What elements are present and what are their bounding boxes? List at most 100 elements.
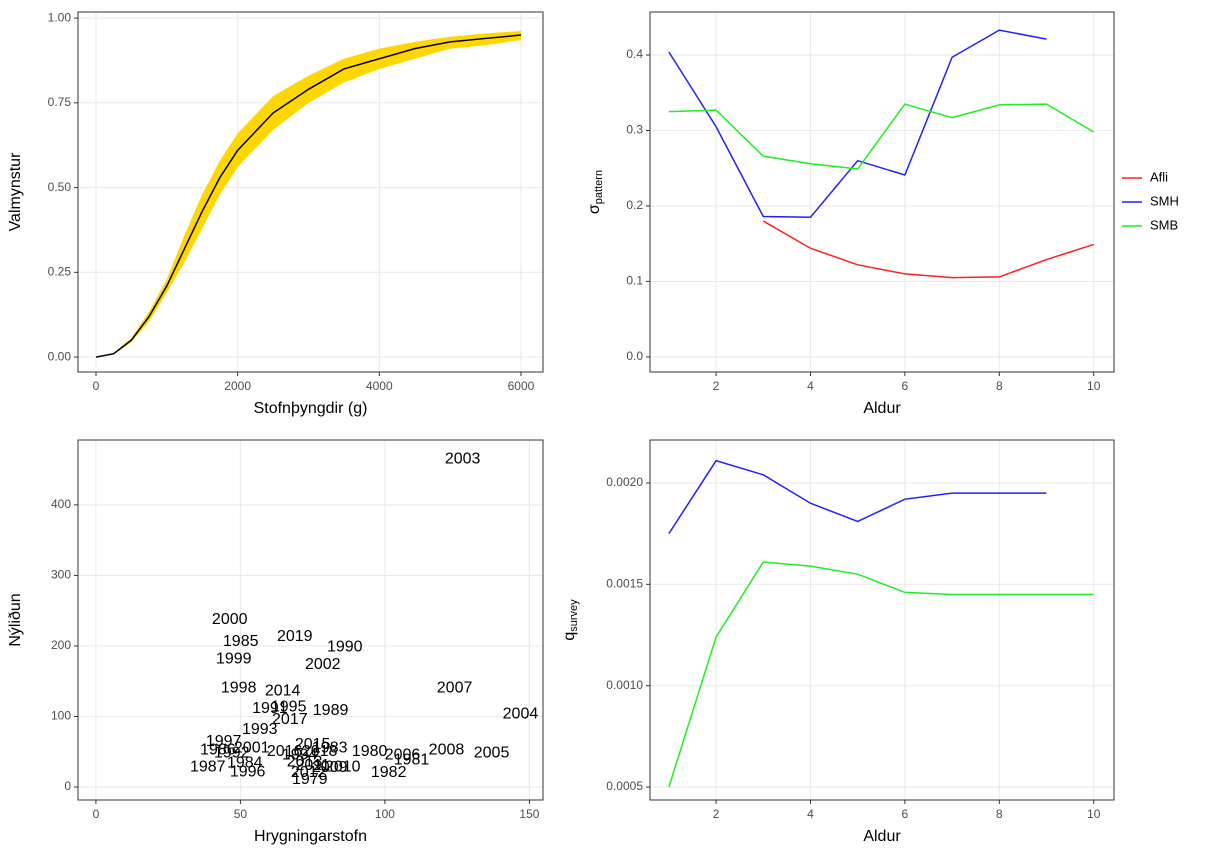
x-tick-label: 2000 <box>224 379 251 393</box>
panel-border <box>77 439 544 801</box>
point-label: 1992 <box>214 744 250 761</box>
confidence-band <box>95 30 521 358</box>
point-label: 1995 <box>271 699 307 716</box>
y-axis-title: σpattern <box>586 170 605 214</box>
point-label: 1980 <box>352 743 388 760</box>
point-label: 1984 <box>227 754 263 771</box>
y-tick-label: 100 <box>51 709 71 723</box>
panel-background <box>650 12 1114 372</box>
legend-label: SMH <box>1150 193 1179 208</box>
y-tick-label: 0.25 <box>48 265 72 279</box>
point-label: 1998 <box>221 679 257 696</box>
x-axis-title: Hrygningarstofn <box>254 828 367 845</box>
point-label: 2015 <box>295 736 331 753</box>
y-axis-title-main: Nýliðun <box>7 593 24 646</box>
x-axis-title: Aldur <box>863 400 901 417</box>
point-label: 2002 <box>305 656 341 673</box>
point-label: 2007 <box>437 679 473 696</box>
y-tick-label: 400 <box>51 497 71 511</box>
point-label: 1999 <box>216 651 252 668</box>
x-tick-label: 6 <box>902 379 909 393</box>
series-line <box>668 29 1047 219</box>
y-axis-title-sub: survey <box>568 599 580 632</box>
panel-border <box>649 439 1115 801</box>
panel-background <box>650 440 1114 800</box>
point-label: 1996 <box>230 763 266 780</box>
x-tick-label: 4000 <box>366 379 393 393</box>
point-label: 1997 <box>206 733 242 750</box>
x-tick-label: 100 <box>375 807 395 821</box>
x-tick-label: 0 <box>93 807 100 821</box>
x-tick-label: 2 <box>713 807 720 821</box>
series-line <box>668 103 1095 170</box>
point-label: 2009 <box>312 759 348 776</box>
point-label: 2006 <box>385 747 421 764</box>
y-tick-label: 0.0 <box>626 349 643 363</box>
point-label: 1990 <box>327 639 363 656</box>
panel-background <box>78 440 543 800</box>
point-label: 1981 <box>394 751 430 768</box>
point-label: 2016 <box>267 743 303 760</box>
y-axis-title-main: σ <box>586 204 603 214</box>
x-tick-label: 4 <box>807 807 814 821</box>
point-label: 2010 <box>325 758 361 775</box>
point-label: 2012 <box>291 764 327 781</box>
point-label: 2000 <box>212 611 248 628</box>
x-tick-label: 8 <box>996 379 1003 393</box>
point-label: 1985 <box>223 633 259 650</box>
y-tick-label: 0.2 <box>626 198 643 212</box>
point-label: 1986 <box>200 742 236 759</box>
point-label: 2005 <box>474 744 510 761</box>
x-tick-label: 50 <box>234 807 248 821</box>
point-label: 2008 <box>429 742 465 759</box>
y-axis-title-sub: pattern <box>593 170 605 204</box>
x-tick-label: 10 <box>1087 379 1101 393</box>
y-axis-title: Valmynstur <box>7 152 24 232</box>
point-label: 1979 <box>292 771 328 788</box>
point-label: 1982 <box>371 764 407 781</box>
legend-label: SMB <box>1150 217 1178 232</box>
point-label: 2019 <box>277 628 313 645</box>
y-axis-title-main: q <box>561 632 578 641</box>
point-label: 2014 <box>265 682 301 699</box>
x-tick-label: 6 <box>902 807 909 821</box>
y-tick-label: 0.3 <box>626 123 643 137</box>
x-axis-title: Stofnþyngdir (g) <box>254 400 368 417</box>
x-tick-label: 8 <box>996 807 1003 821</box>
y-tick-label: 0.50 <box>48 180 72 194</box>
y-tick-label: 0.0015 <box>606 576 643 590</box>
y-tick-label: 0.0005 <box>606 779 643 793</box>
y-tick-label: 200 <box>51 638 71 652</box>
x-tick-label: 10 <box>1087 807 1101 821</box>
y-tick-label: 0.75 <box>48 95 72 109</box>
x-tick-label: 2 <box>713 379 720 393</box>
y-tick-label: 0 <box>64 779 71 793</box>
y-tick-label: 0.0010 <box>606 678 643 692</box>
y-tick-label: 300 <box>51 568 71 582</box>
point-label: 2013 <box>287 754 323 771</box>
y-tick-label: 1.00 <box>48 10 72 24</box>
point-label: 2017 <box>272 711 308 728</box>
panel-border <box>649 11 1115 373</box>
series-line <box>95 34 522 358</box>
panel-background <box>78 12 543 372</box>
x-tick-label: 0 <box>93 379 100 393</box>
y-tick-label: 0.1 <box>626 274 643 288</box>
point-label: 1983 <box>312 739 348 756</box>
point-label: 1991 <box>252 700 288 717</box>
series-line <box>668 459 1047 535</box>
series-line <box>762 220 1094 279</box>
y-axis-title-main: Valmynstur <box>7 152 24 232</box>
x-tick-label: 4 <box>807 379 814 393</box>
y-tick-label: 0.0020 <box>606 475 643 489</box>
point-label: 2018 <box>302 743 338 760</box>
y-axis-title: qsurvey <box>561 599 580 641</box>
point-label: 1987 <box>190 758 226 775</box>
point-label: 1993 <box>242 721 278 738</box>
y-axis-title: Nýliðun <box>7 593 24 646</box>
point-label: 1994 <box>282 747 318 764</box>
y-tick-label: 0.00 <box>48 349 72 363</box>
point-label: 2001 <box>234 739 270 756</box>
